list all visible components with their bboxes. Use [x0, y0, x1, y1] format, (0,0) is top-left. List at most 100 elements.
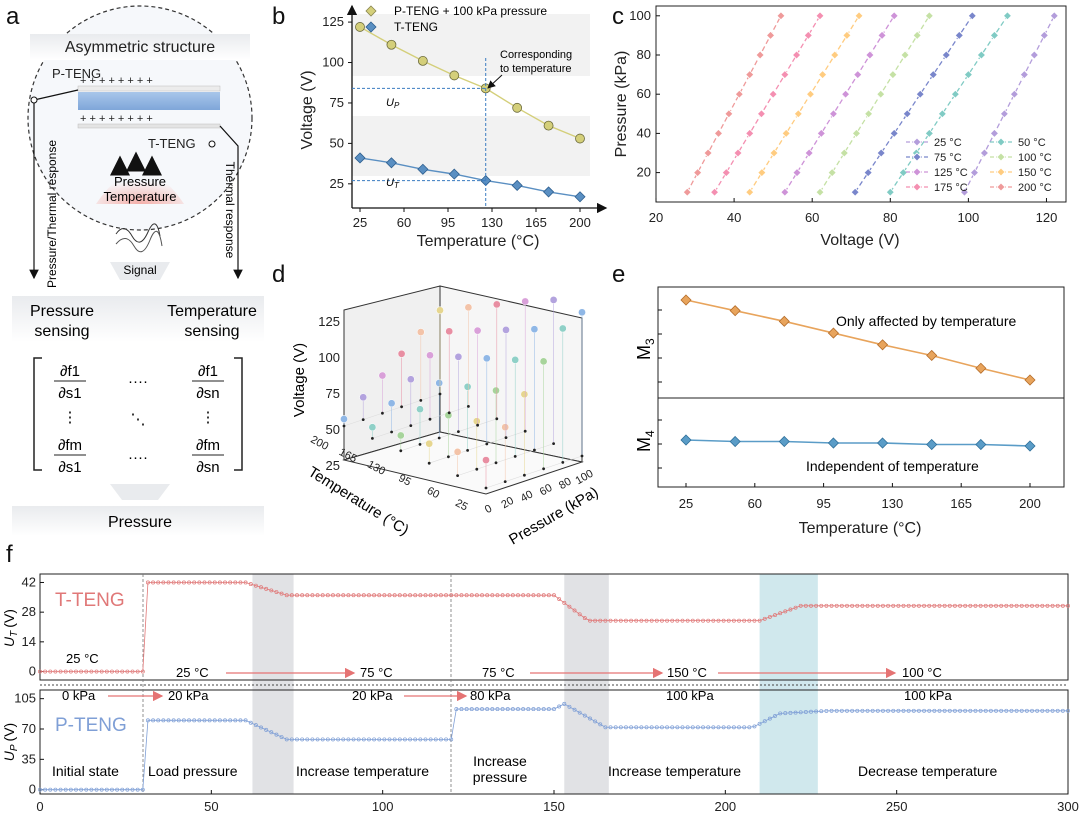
f-top-marker	[89, 669, 94, 674]
c-point	[969, 168, 980, 178]
f-xtick-label: 150	[543, 799, 565, 814]
c-point	[941, 50, 951, 60]
b-annotation-1: Corresponding	[500, 49, 572, 61]
f-bottom-marker	[341, 737, 346, 742]
f-top-marker	[557, 597, 562, 601]
f-top-marker	[958, 603, 963, 608]
d-point	[435, 379, 444, 387]
c-xtick-label: 120	[1036, 210, 1058, 225]
f-bottom-marker	[875, 708, 880, 713]
d-point	[454, 352, 463, 361]
f-top-marker	[130, 669, 135, 674]
e-plot-frame	[657, 286, 1065, 488]
f-bottom-marker	[212, 718, 217, 723]
d-point	[549, 296, 558, 304]
c-point	[733, 148, 743, 158]
f-stage-0: Initial state	[52, 763, 119, 779]
d-floor-dot	[418, 443, 422, 446]
d-floor-dot	[552, 442, 555, 445]
f-bottom-marker	[891, 708, 896, 713]
d-vtick-label: 25	[326, 458, 340, 473]
f-stage-4: Increase temperature	[608, 763, 741, 779]
f-top-marker	[480, 593, 484, 598]
e-xtick-label: 95	[816, 496, 830, 511]
f-bottom-marker	[983, 708, 988, 713]
panel-label-b: b	[272, 3, 285, 30]
f-top-marker	[248, 582, 253, 587]
f-top-marker	[140, 669, 145, 674]
f-bottom-marker	[166, 718, 171, 723]
f-top-marker-line	[40, 582, 1068, 672]
stimulus-temperature: Temperature	[104, 189, 177, 204]
f-top-marker	[582, 616, 587, 621]
c-point	[854, 11, 864, 21]
c-legend-marker	[912, 137, 922, 147]
f-top-marker	[562, 600, 567, 605]
f-top-marker	[690, 618, 695, 623]
f-top-marker	[402, 593, 407, 598]
f-top-marker	[803, 603, 808, 608]
f-top-marker	[300, 593, 305, 598]
c-legend-label: 100 °C	[1018, 152, 1052, 164]
f-bottom-marker	[392, 737, 397, 742]
d-ptick-label: 20	[499, 495, 516, 512]
f-bottom-marker	[187, 718, 192, 723]
e-xtick-label: 200	[1019, 496, 1041, 511]
c-xlabel: Voltage (V)	[820, 232, 899, 249]
f-bottom-marker	[228, 718, 233, 723]
d-ttick-label: 60	[425, 485, 441, 501]
f-top-marker	[63, 669, 68, 674]
c-point	[816, 128, 826, 138]
f-bottom-marker	[582, 713, 587, 718]
f-top-marker	[68, 669, 73, 674]
c-point	[693, 168, 703, 178]
f-top-marker	[845, 603, 849, 608]
b-point-p-teng	[543, 120, 554, 131]
f-top-marker	[675, 618, 680, 623]
d-floor-dot	[400, 405, 403, 409]
c-point	[851, 128, 862, 138]
c-point	[724, 109, 734, 119]
f-bottom-marker	[356, 737, 361, 742]
f-top-marker	[886, 603, 891, 608]
f-bottom-marker	[809, 709, 813, 714]
f-top-marker	[1055, 603, 1060, 608]
d-ptick-label: 40	[519, 488, 536, 505]
panel-label-a: a	[6, 3, 20, 30]
d-floor-dot	[503, 480, 507, 483]
f-top-marker	[788, 607, 793, 612]
f-bottom-marker	[685, 725, 690, 730]
d-floor-dot	[513, 455, 517, 458]
f-bottom-marker	[171, 718, 176, 723]
d-point	[397, 349, 406, 358]
f-bottom-marker	[680, 725, 685, 730]
f-top-marker	[171, 580, 176, 585]
c-point	[792, 50, 802, 60]
c-legend-label: 125 °C	[934, 167, 968, 179]
t-teng-electrode	[77, 123, 221, 129]
f-top-marker	[850, 603, 855, 608]
f-bottom-marker	[423, 737, 428, 742]
f-bottom-marker	[372, 737, 377, 742]
f-top-marker	[778, 611, 783, 616]
c-point	[755, 50, 765, 60]
f-bottom-marker	[115, 787, 120, 792]
f-bottom-marker	[238, 718, 243, 723]
f-top-marker	[176, 580, 181, 585]
f-top-marker	[454, 593, 459, 598]
b-point-p-teng	[417, 56, 428, 66]
f-bottom-marker	[428, 737, 433, 742]
f-bottom-marker	[53, 787, 58, 792]
f-bottom-marker	[58, 787, 63, 792]
f-bottom-marker	[726, 725, 731, 730]
panel-label-f: f	[6, 541, 13, 568]
f-xtick-label: 100	[372, 799, 394, 814]
f-bottom-marker	[274, 732, 279, 737]
f-bottom-marker	[731, 725, 736, 730]
c-point	[967, 11, 977, 21]
b-point-p-teng	[512, 102, 523, 113]
c-ylabel: Pressure (kPa)	[613, 51, 630, 158]
f-bottom-marker	[603, 725, 608, 730]
sensing-band	[12, 296, 264, 342]
f-bottom-marker	[110, 787, 114, 792]
